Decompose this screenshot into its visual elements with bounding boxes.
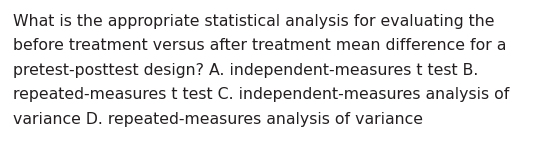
Text: repeated-measures t test C. independent-measures analysis of: repeated-measures t test C. independent-…: [13, 87, 509, 102]
Text: before treatment versus after treatment mean difference for a: before treatment versus after treatment …: [13, 39, 506, 53]
Text: pretest-posttest design? A. independent-measures t test B.: pretest-posttest design? A. independent-…: [13, 63, 478, 78]
Text: variance D. repeated-measures analysis of variance: variance D. repeated-measures analysis o…: [13, 112, 423, 127]
Text: What is the appropriate statistical analysis for evaluating the: What is the appropriate statistical anal…: [13, 14, 494, 29]
